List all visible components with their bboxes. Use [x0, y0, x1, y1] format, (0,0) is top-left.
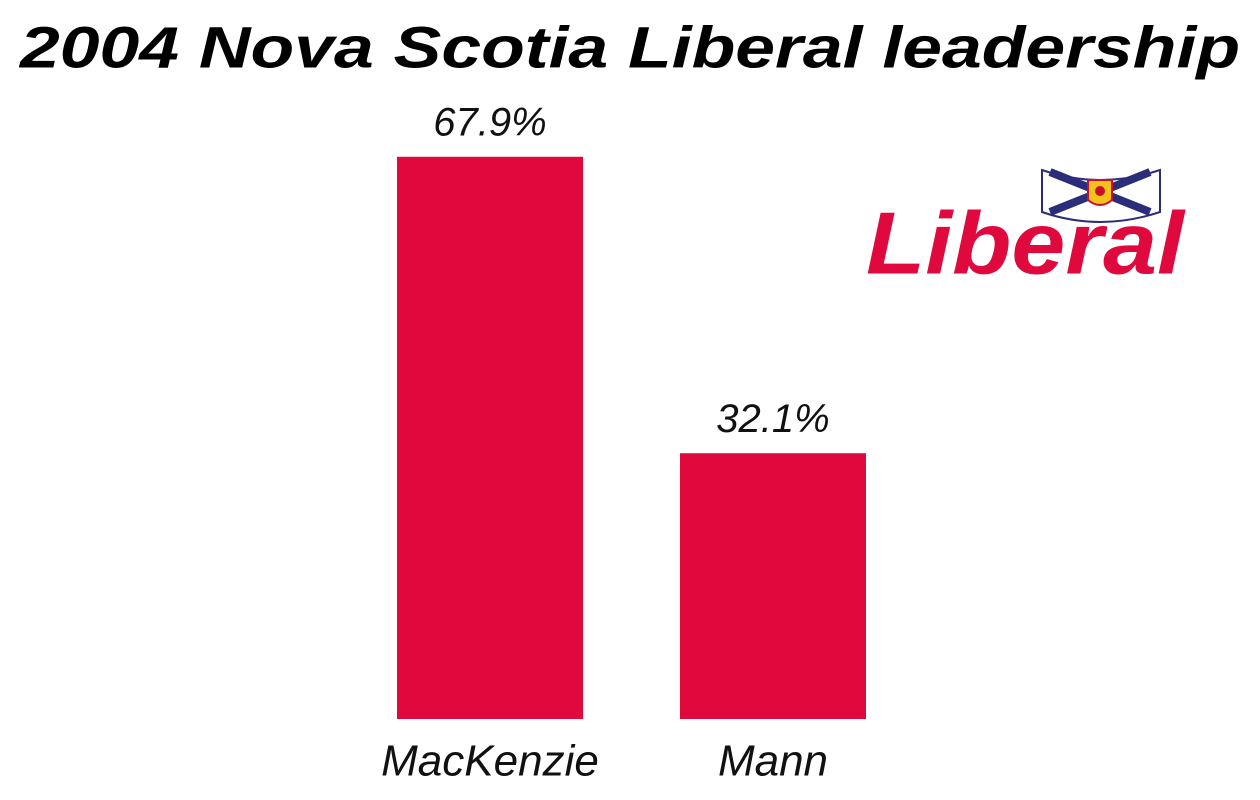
logo-flag — [1041, 168, 1161, 223]
flag-lion — [1095, 186, 1105, 196]
x-tick-label: MacKenzie — [381, 737, 599, 786]
chart-title: 2004 Nova Scotia Liberal leadership — [19, 15, 1240, 80]
value-label: 32.1% — [716, 397, 829, 441]
bar — [680, 453, 866, 719]
bar — [397, 156, 583, 720]
value-label: 67.9% — [433, 100, 546, 144]
x-tick-label: Mann — [718, 737, 828, 786]
logo-text: Liberal — [866, 193, 1186, 292]
logo: Liberal — [866, 168, 1186, 292]
